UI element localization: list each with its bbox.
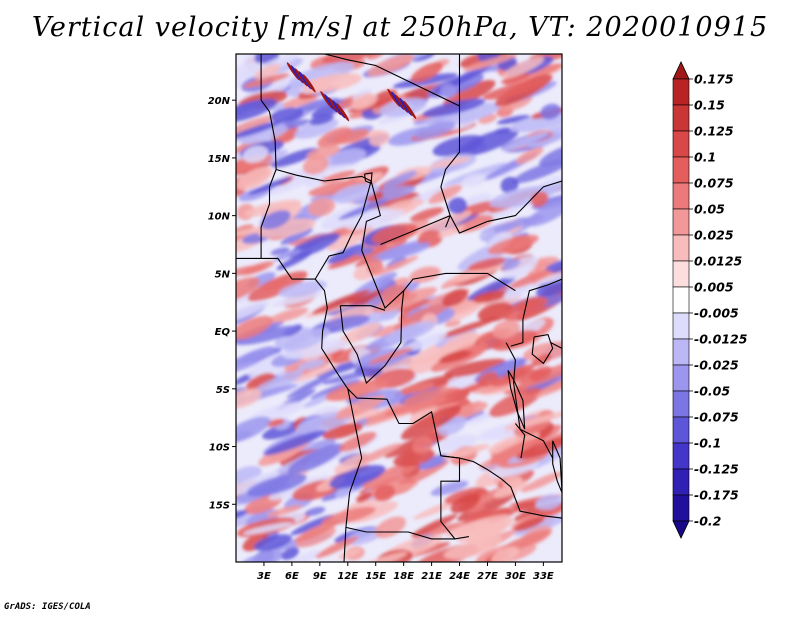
colorbar-swatch	[672, 130, 690, 158]
x-tick-label: 3E	[257, 571, 271, 582]
colorbar-swatch	[672, 156, 690, 184]
country-borders	[236, 54, 562, 562]
colorbar-label: 0.005	[694, 280, 734, 295]
colorbar-swatch	[672, 494, 690, 522]
colorbar-swatch	[672, 260, 690, 288]
lake-outline	[507, 370, 526, 430]
colorbar-swatch	[672, 104, 690, 132]
y-tick-label: 15S	[209, 500, 230, 511]
colorbar-label: -0.0125	[694, 332, 748, 347]
footer-credit: GrADS: IGES/COLA	[4, 602, 91, 612]
x-tick-label: 21E	[421, 571, 442, 582]
border-line	[324, 54, 461, 228]
border-line	[380, 180, 562, 246]
y-tick-label: 5S	[216, 385, 230, 396]
y-tick-label: 15N	[208, 154, 231, 165]
colorbar: 0.175 0.15 0.125 0.1 0.075 0.05 0.025 0.0125 0.0…	[672, 61, 748, 539]
lake-outline	[363, 172, 373, 185]
colorbar-label: 0.15	[694, 98, 725, 113]
colorbar-label: -0.005	[694, 306, 739, 321]
border-line	[260, 169, 277, 259]
colorbar-swatch	[672, 364, 690, 392]
colorbar-swatch	[672, 442, 690, 470]
colorbar-swatch	[672, 182, 690, 210]
x-tick-label: 24E	[449, 571, 470, 582]
colorbar-label: 0.125	[694, 124, 734, 139]
colorbar-swatch	[672, 208, 690, 236]
border-line	[345, 526, 469, 540]
border-line	[361, 180, 516, 309]
border-line	[339, 290, 405, 384]
colorbar-min-arrow	[672, 520, 690, 539]
colorbar-swatch	[672, 390, 690, 418]
x-tick-label: 18E	[393, 571, 414, 582]
border-line	[347, 388, 461, 540]
y-axis: 20N 15N 10N 5N EQ 5S 10S 15S	[208, 96, 236, 511]
map-frame	[235, 53, 563, 563]
border-line	[505, 342, 554, 459]
colorbar-label: -0.175	[694, 488, 739, 503]
colorbar-label: 0.1	[694, 150, 716, 165]
x-tick-label: 15E	[365, 571, 386, 582]
colorbar-label: 0.175	[694, 72, 734, 87]
colorbar-swatch	[672, 416, 690, 444]
border-line	[510, 278, 562, 347]
chart-title: Vertical velocity [m/s] at 250hPa, VT: 2…	[31, 12, 769, 43]
colorbar-swatch	[672, 468, 690, 496]
x-tick-label: 27E	[477, 571, 498, 582]
colorbar-swatch	[672, 286, 690, 314]
colorbar-swatch	[672, 78, 690, 106]
border-line	[340, 305, 386, 311]
y-tick-label: 5N	[215, 269, 231, 280]
colorbar-label: 0.0125	[694, 254, 743, 269]
colorbar-swatch	[672, 338, 690, 366]
colorbar-label: -0.1	[694, 436, 721, 451]
colorbar-label: -0.05	[694, 384, 730, 399]
x-tick-label: 9E	[313, 571, 327, 582]
colorbar-label: -0.075	[694, 410, 739, 425]
colorbar-label: 0.075	[694, 176, 734, 191]
y-tick-label: 10S	[209, 443, 230, 454]
colorbar-label: 0.025	[694, 228, 734, 243]
x-tick-label: 12E	[337, 571, 358, 582]
border-line	[314, 180, 372, 280]
colorbar-swatch	[672, 312, 690, 340]
colorbar-label: -0.025	[694, 358, 739, 373]
y-tick-label: 20N	[208, 96, 231, 107]
border-line	[440, 455, 562, 519]
x-axis: 3E 6E 9E 12E 15E 18E 21E 24E 27E 30E 33E	[257, 562, 554, 582]
colorbar-label: -0.125	[694, 462, 739, 477]
colorbar-max-arrow	[672, 61, 690, 80]
lake-outline	[531, 333, 554, 365]
x-tick-label: 6E	[285, 571, 299, 582]
colorbar-label: -0.2	[694, 514, 721, 529]
lake-outline	[552, 440, 562, 493]
x-tick-label: 30E	[505, 571, 526, 582]
velocity-field	[236, 54, 562, 562]
border-line	[550, 342, 562, 349]
border-line	[236, 257, 363, 562]
border-line	[514, 423, 526, 459]
y-tick-label: 10N	[208, 212, 231, 223]
colorbar-label: 0.05	[694, 202, 725, 217]
x-tick-label: 33E	[533, 571, 554, 582]
colorbar-swatch	[672, 234, 690, 262]
y-tick-label: EQ	[215, 327, 231, 338]
